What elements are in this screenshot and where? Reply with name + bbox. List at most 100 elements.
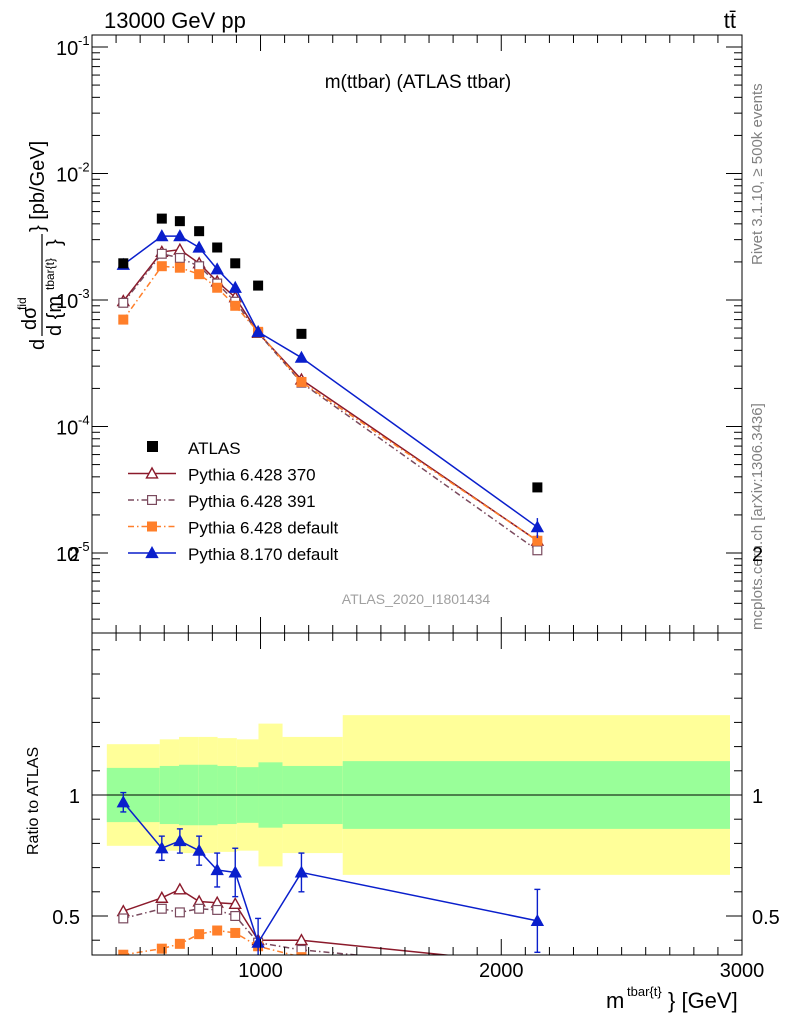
series-point-ratio <box>173 834 187 847</box>
series-point-ratio <box>228 896 242 909</box>
series-line-ratio <box>123 907 366 955</box>
series-point-ratio <box>210 863 224 876</box>
ratio-tick-label-right: 2 <box>752 544 763 566</box>
series-point-ratio <box>296 952 307 955</box>
chart-title: m(ttbar) (ATLAS ttbar) <box>325 72 512 93</box>
series-point <box>174 262 185 273</box>
svg-text:d: d <box>27 339 49 350</box>
series-point <box>532 545 543 556</box>
watermark: ATLAS_2020_I1801434 <box>342 591 491 607</box>
ratio-y-label: Ratio to ATLAS <box>25 747 42 855</box>
rivet-label: Rivet 3.1.10, ≥ 500k events <box>749 83 766 265</box>
y-tick-label: 10 <box>56 38 78 60</box>
main-series <box>116 229 545 556</box>
series-point <box>156 248 167 259</box>
series-point-ratio <box>173 882 187 895</box>
ratio-tick-label-left: 1 <box>69 786 80 808</box>
y-tick-label-exponent: -2 <box>78 160 90 175</box>
data-point <box>212 242 223 253</box>
svg-text:m: m <box>606 988 624 1013</box>
ratio-band <box>92 715 742 875</box>
series-point-ratio <box>530 913 545 926</box>
energy-label: 13000 GeV pp <box>104 8 246 33</box>
series-point <box>228 280 242 293</box>
ratio-tick-label-left: 0.5 <box>52 907 80 929</box>
series-point <box>294 350 309 363</box>
data-point <box>174 216 185 227</box>
data-point <box>296 328 307 339</box>
series-point-ratio <box>116 795 130 808</box>
ratio-tick-label-left: 2 <box>69 544 80 566</box>
process-label: tt̄ <box>724 8 736 33</box>
y-tick-label-exponent: -5 <box>78 539 90 554</box>
series-point <box>530 520 545 533</box>
legend-marker <box>147 521 158 532</box>
ratio-tick-label-right: 0.5 <box>752 907 780 929</box>
series-line-main <box>122 235 538 528</box>
legend-label: Pythia 6.428 391 <box>188 492 316 511</box>
series-point <box>156 261 167 272</box>
series-point <box>230 300 241 311</box>
series-point <box>212 282 223 293</box>
legend-marker-atlas <box>147 441 158 452</box>
legend-marker <box>147 495 158 506</box>
series-point-ratio <box>533 967 542 976</box>
svg-text:tbar{t}: tbar{t} <box>627 984 662 999</box>
ratio-tick-label-right: 1 <box>752 786 763 808</box>
series-point-ratio <box>532 959 543 969</box>
series-point-ratio <box>156 943 167 954</box>
series-point <box>251 324 265 337</box>
data-point <box>118 258 129 269</box>
ratio-frame <box>91 632 743 956</box>
series-point-ratio <box>156 903 167 914</box>
main-frame <box>91 34 743 634</box>
series-point-ratio <box>155 841 169 854</box>
data-point <box>156 213 167 224</box>
svg-text:d {m: d {m <box>44 296 66 336</box>
svg-text:tbar{t}: tbar{t} <box>43 258 57 290</box>
y-tick-label: 10 <box>56 291 78 313</box>
y-tick-label: 10 <box>56 165 78 187</box>
data-point <box>532 482 543 493</box>
series-point <box>118 297 129 308</box>
series-point-ratio <box>294 865 309 878</box>
mcplots-label: mcplots.cern.ch [arXiv:1306.3436] <box>749 403 766 630</box>
series-line-ratio <box>123 929 297 955</box>
legend-marker <box>145 466 159 479</box>
y-axis-label: d dσ fid d {m tbar{t} } } [pb/GeV] <box>15 141 66 350</box>
series-point <box>174 252 185 263</box>
svg-text:} [GeV]: } [GeV] <box>668 988 738 1013</box>
series-point-ratio <box>194 929 205 940</box>
x-tick-label: 2000 <box>479 960 524 982</box>
series-point <box>210 262 224 275</box>
legend: ATLAS Pythia 6.428 370 Pythia 6.428 391 Pyt… <box>128 439 339 564</box>
series-line-main <box>122 248 538 542</box>
legend-label: Pythia 6.428 370 <box>188 466 316 485</box>
y-tick-label-exponent: -4 <box>78 413 90 428</box>
legend-label: Pythia 8.170 default <box>188 545 339 564</box>
svg-text:}: } <box>44 239 66 246</box>
legend-label: Pythia 6.428 default <box>188 519 339 538</box>
series-point-ratio <box>174 938 185 949</box>
series-line-ratio <box>123 888 454 955</box>
svg-text:dσ: dσ <box>19 306 41 330</box>
series-point-ratio <box>194 903 205 914</box>
svg-text:fid: fid <box>15 297 29 310</box>
series-point-ratio <box>294 933 309 946</box>
series-point <box>118 314 129 325</box>
legend-marker <box>145 546 159 559</box>
y-tick-label: 10 <box>56 418 78 440</box>
series-point <box>155 229 169 242</box>
series-point-ratio <box>118 913 129 924</box>
series-point <box>192 240 206 253</box>
y-tick-label: 10 <box>56 544 78 566</box>
y-tick-label-exponent: -3 <box>78 286 90 301</box>
series-point-ratio <box>230 910 241 921</box>
series-point-ratio <box>228 865 242 878</box>
legend-label-atlas: ATLAS <box>188 439 241 458</box>
x-tick-label: 1000 <box>238 960 283 982</box>
series-point-ratio <box>533 967 542 976</box>
series-point-ratio <box>230 927 241 938</box>
